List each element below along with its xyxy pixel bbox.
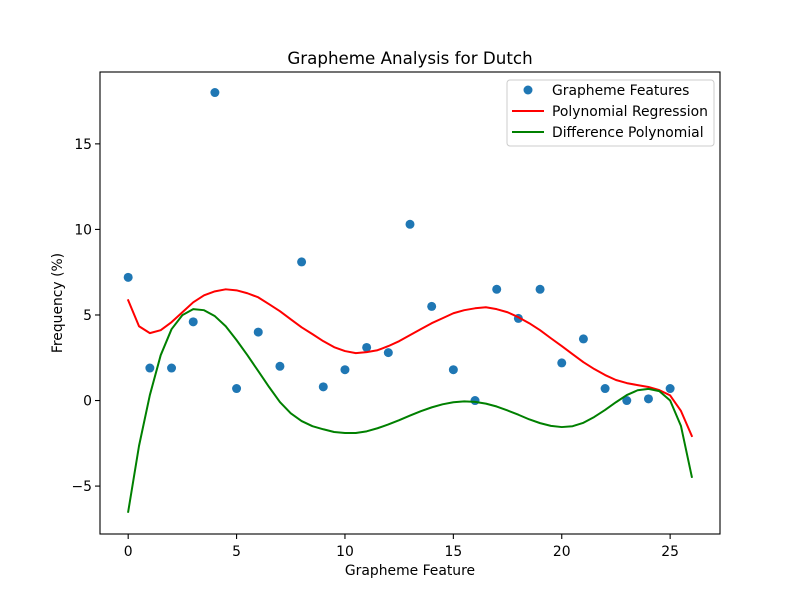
y-tick-label: 10 — [74, 222, 92, 238]
x-tick-label: 0 — [124, 544, 133, 560]
x-tick-label: 25 — [661, 544, 679, 560]
legend-item-grapheme-features: Grapheme Features — [523, 83, 689, 99]
data-point — [297, 257, 307, 267]
data-point — [405, 219, 415, 229]
legend-item-polynomial-regression: Polynomial Regression — [512, 104, 708, 120]
y-tick-label: 0 — [83, 394, 92, 410]
x-tick-label: 5 — [232, 544, 241, 560]
plot-series-layer — [123, 88, 694, 513]
x-tick-label: 15 — [445, 544, 463, 560]
legend-scatter-marker — [523, 85, 533, 95]
data-point — [188, 317, 198, 327]
y-axis: −5 0 5 10 15 — [72, 137, 100, 495]
legend-item-difference-polynomial: Difference Polynomial — [512, 125, 704, 141]
data-point — [362, 342, 372, 352]
data-point — [470, 396, 480, 406]
data-point — [210, 88, 220, 98]
x-tick-label: 10 — [336, 544, 354, 560]
y-tick-label: −5 — [72, 479, 92, 495]
data-point — [232, 384, 242, 394]
data-point — [167, 363, 177, 373]
chart-title: Grapheme Analysis for Dutch — [287, 48, 532, 68]
legend-label: Difference Polynomial — [552, 125, 704, 141]
y-tick-label: 15 — [74, 137, 92, 153]
x-tick-label: 20 — [553, 544, 571, 560]
x-axis: 0 5 10 15 20 25 — [124, 534, 679, 560]
data-point — [123, 272, 133, 282]
legend-label: Polynomial Regression — [552, 104, 708, 120]
data-point — [557, 358, 567, 368]
data-point — [622, 396, 632, 406]
legend: Grapheme Features Polynomial Regression … — [506, 79, 715, 147]
legend-label: Grapheme Features — [552, 83, 689, 99]
data-point — [448, 365, 458, 375]
difference-polynomial-line — [127, 308, 694, 513]
data-point — [535, 284, 545, 294]
data-point — [643, 394, 653, 404]
data-point — [145, 363, 155, 373]
data-point — [578, 334, 588, 344]
data-point — [340, 365, 350, 375]
y-tick-label: 5 — [83, 308, 92, 324]
plot-area-frame — [99, 71, 721, 535]
data-point — [275, 361, 285, 371]
data-point — [492, 284, 502, 294]
y-axis-label: Frequency (%) — [50, 253, 66, 353]
data-point — [253, 327, 263, 337]
grapheme-features-points — [123, 88, 675, 406]
data-point — [427, 301, 437, 311]
polynomial-regression-line — [126, 288, 694, 438]
data-point — [383, 348, 393, 358]
legend-frame — [506, 79, 715, 147]
data-point — [600, 384, 610, 394]
data-point — [665, 384, 675, 394]
data-point — [318, 382, 328, 392]
x-axis-label: Grapheme Feature — [345, 563, 475, 579]
